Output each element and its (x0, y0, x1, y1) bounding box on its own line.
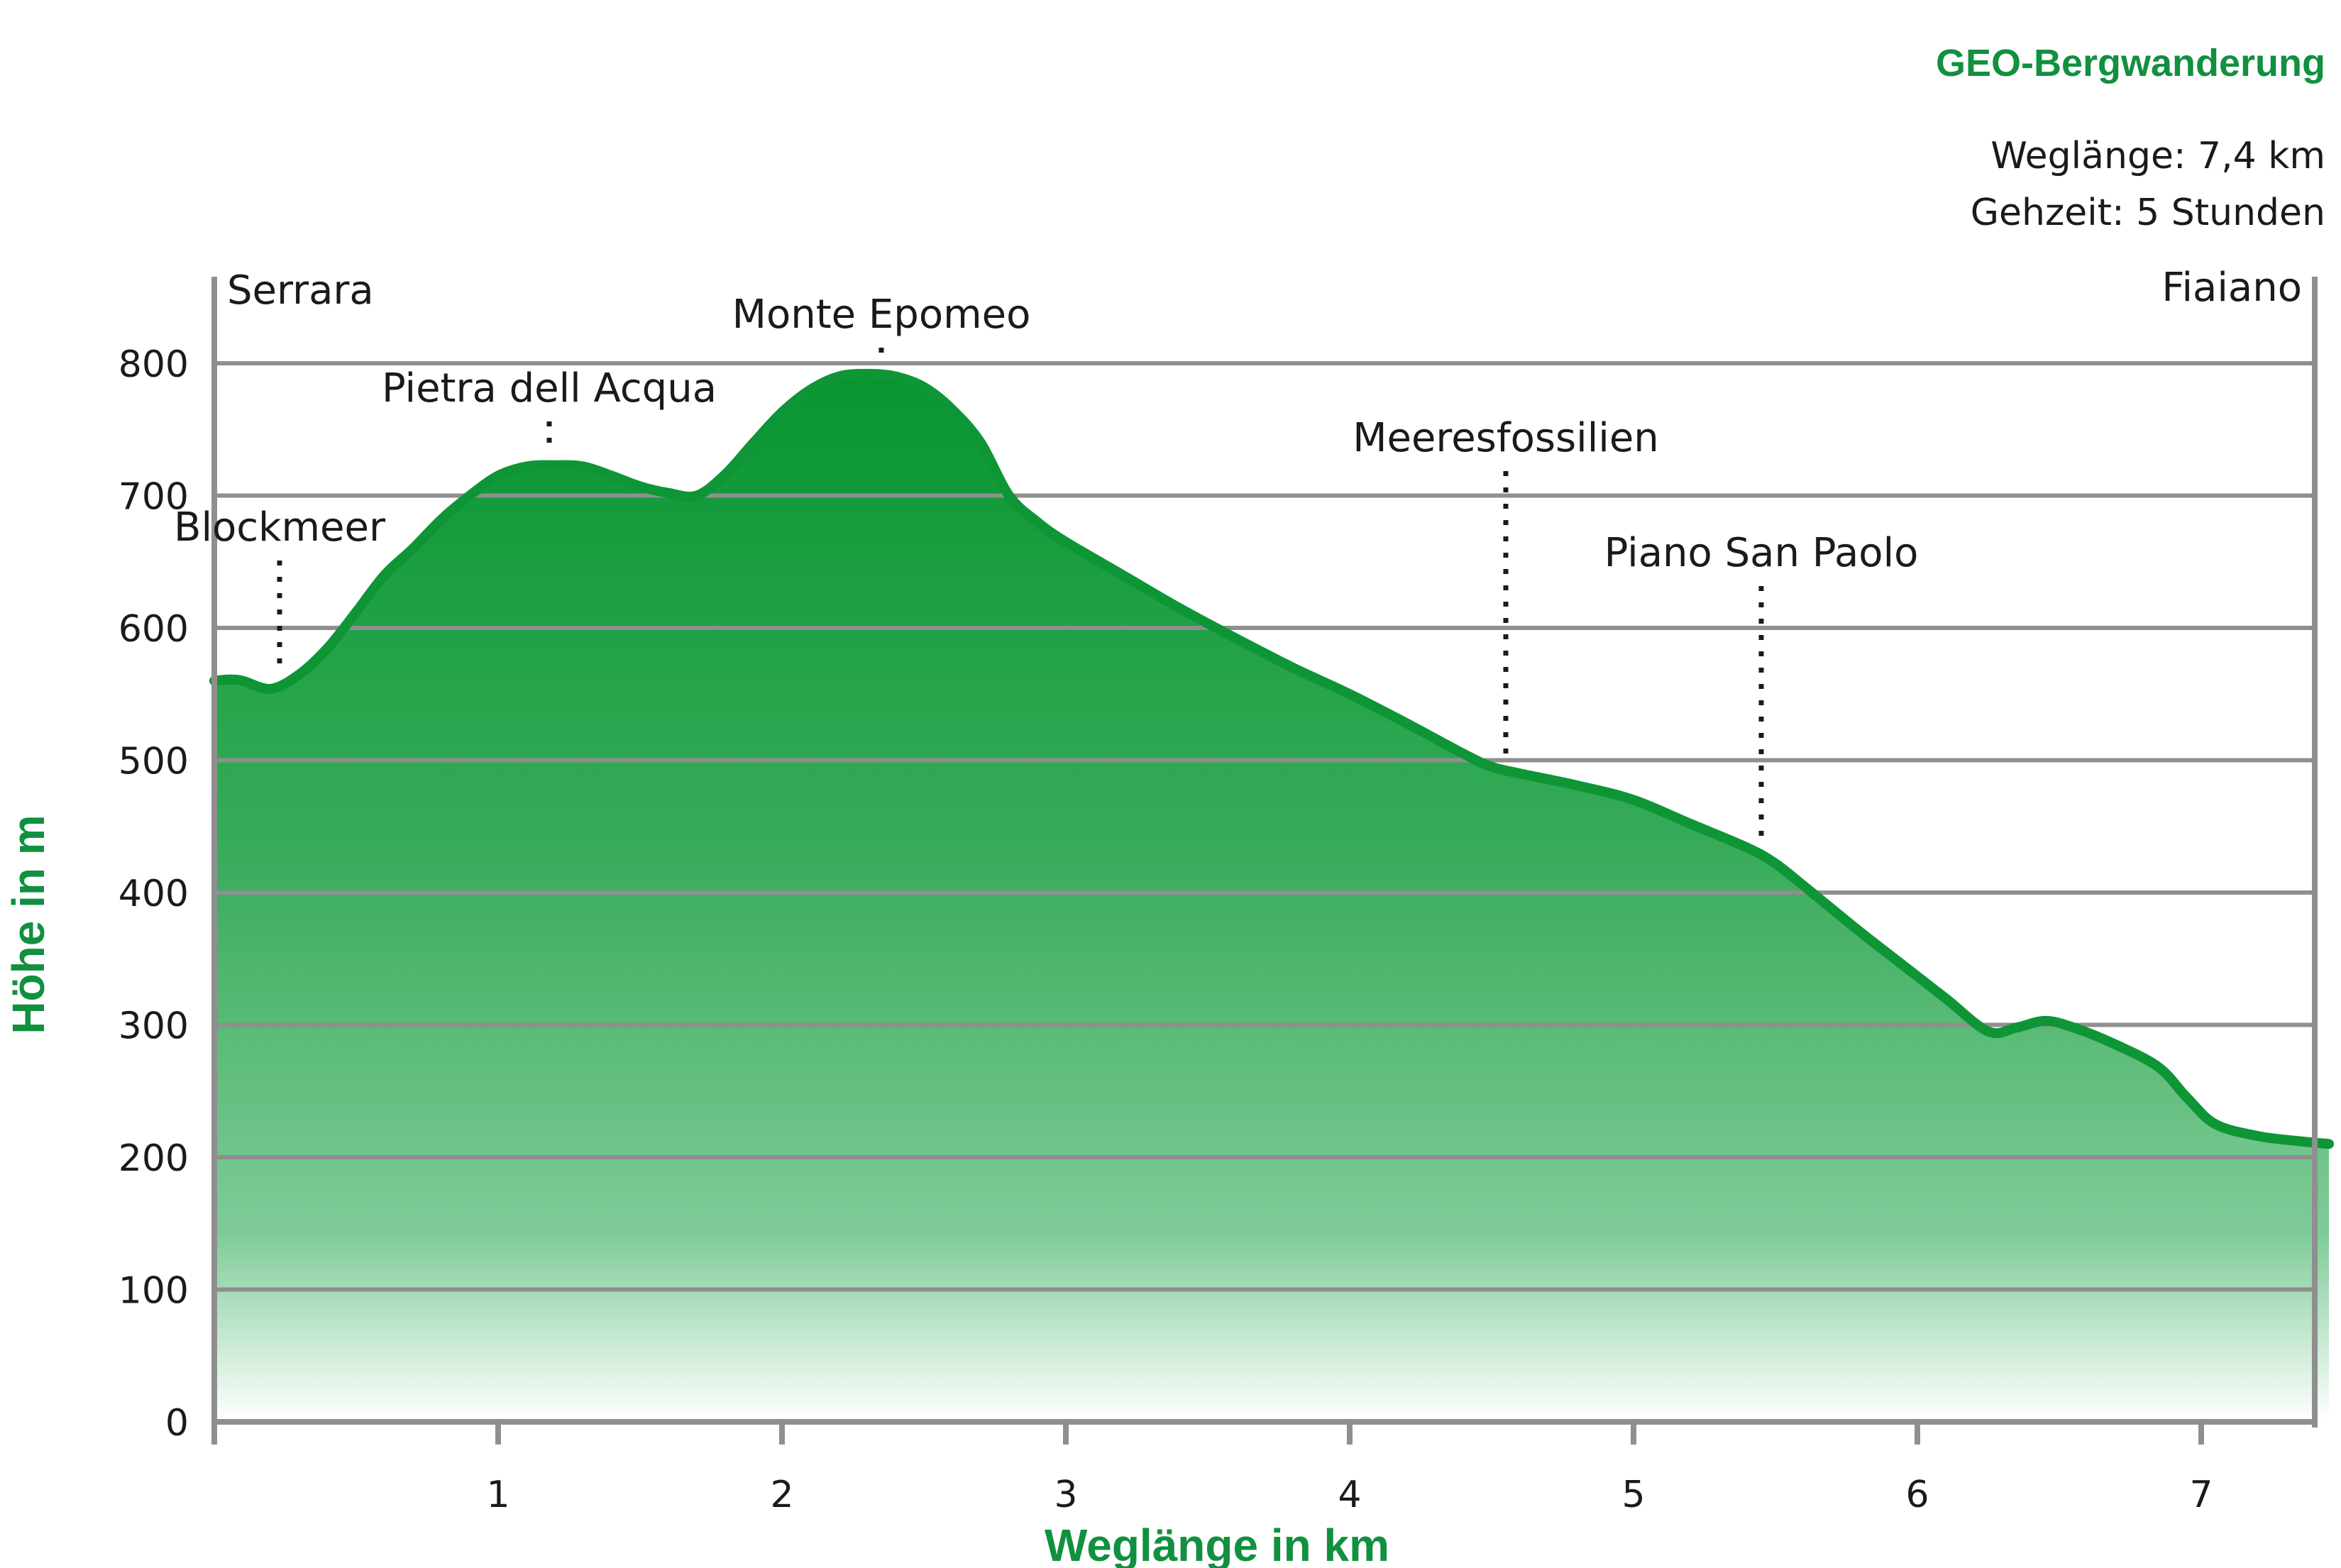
annotation-layer: Serrara Fiaiano Blockmeer Pietra dell Acqua… (174, 265, 2302, 843)
start-location-label: Serrara (227, 267, 374, 314)
annotation-label: Piano San Paolo (1604, 530, 1919, 576)
y-tick-label: 600 (119, 608, 189, 651)
x-tick-label: 3 (1054, 1474, 1077, 1516)
elevation-area (214, 373, 2329, 1422)
x-tick-label: 5 (1621, 1474, 1645, 1516)
y-tick-label: 200 (119, 1137, 189, 1180)
y-tick-label: 700 (119, 476, 189, 519)
annotation-label: Pietra dell Acqua (382, 365, 717, 412)
walking-time-info: Gehzeit: 5 Stunden (1970, 192, 2325, 234)
y-tick-label: 400 (119, 873, 189, 915)
x-tick-label: 6 (1905, 1474, 1929, 1516)
annotation-label: Monte Epomeo (732, 292, 1031, 338)
end-location-label: Fiaiano (2161, 265, 2302, 311)
y-tick-label: 500 (119, 741, 189, 783)
y-axis-title: Höhe in m (3, 815, 54, 1034)
y-tick-label: 300 (119, 1005, 189, 1048)
annotation-label: Blockmeer (174, 504, 386, 551)
chart-title: GEO-Bergwanderung (1935, 42, 2325, 84)
x-tick-label: 7 (2189, 1474, 2213, 1516)
y-tick-label: 800 (119, 343, 189, 386)
elevation-line (209, 368, 2334, 1149)
x-tick-label: 2 (770, 1474, 793, 1516)
area-layer (214, 373, 2329, 1422)
annotation-label: Meeresfossilien (1353, 415, 1659, 461)
x-tick-label: 1 (486, 1474, 509, 1516)
x-tick-label: 4 (1338, 1474, 1361, 1516)
axis-layer: 1 2 3 4 5 6 7 (211, 277, 2318, 1516)
route-length-info: Weglänge: 7,4 km (1990, 135, 2325, 177)
x-axis-title: Weglänge in km (1045, 1520, 1389, 1568)
grid-layer: 0 100 200 300 400 500 600 700 800 (119, 343, 2334, 1445)
y-tick-label: 100 (119, 1270, 189, 1313)
y-tick-label: 0 (165, 1402, 189, 1445)
